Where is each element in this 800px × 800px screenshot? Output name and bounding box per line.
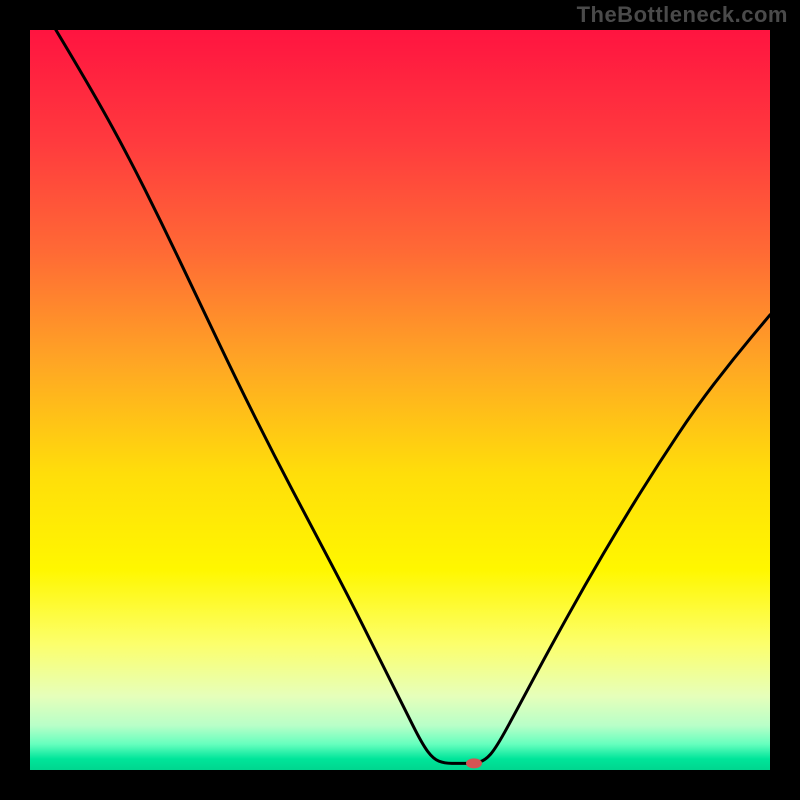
chart-svg: [30, 30, 770, 770]
optimal-point-marker: [466, 758, 482, 768]
plot-area: [30, 30, 770, 770]
gradient-background: [30, 30, 770, 770]
attribution-text: TheBottleneck.com: [577, 2, 788, 28]
chart-frame: TheBottleneck.com: [0, 0, 800, 800]
